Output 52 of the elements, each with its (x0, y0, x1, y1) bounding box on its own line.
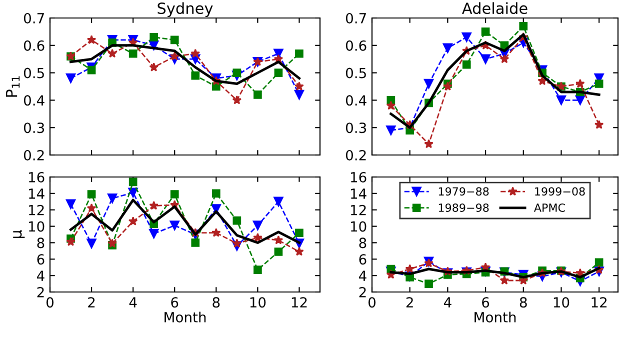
y-tick-label: 6 (37, 254, 44, 265)
y-tick-label: 2 (37, 286, 44, 298)
x-tick-label: 0 (368, 297, 376, 308)
legend-label: 1999−08 (535, 187, 585, 196)
y-tick-label: 0.5 (24, 68, 44, 78)
y-tick-label: 0.7 (346, 12, 366, 24)
y-tick-label: 4 (36, 270, 44, 281)
x-tick-label: 6 (482, 297, 490, 308)
x-tick-label: 12 (592, 297, 607, 308)
legend-label: APMC (534, 204, 565, 212)
y-tick-label: 8 (359, 238, 366, 248)
y-tick-label: 0.2 (346, 150, 366, 160)
x-tick-label: 10 (554, 297, 570, 308)
y-tick-label: 10 (350, 221, 366, 232)
y-tick-label: 14 (28, 188, 44, 199)
y-tick-label: 14 (350, 188, 366, 199)
x-tick-label: 12 (292, 297, 307, 308)
y-tick-label: 0.6 (24, 40, 44, 51)
y-tick-label: 16 (350, 172, 366, 182)
x-tick-label: 4 (129, 297, 137, 308)
x-tick-label: 8 (520, 297, 527, 308)
y-tick-label: 12 (28, 204, 44, 216)
y-tick-label: 0.2 (24, 150, 44, 160)
y-axis-title: P$_{11}$ (6, 76, 20, 97)
x-tick-label: 4 (444, 297, 452, 308)
y-tick-label: 0.4 (24, 95, 44, 106)
y-axis-title: μ (13, 230, 25, 238)
chart-title: Sydney (158, 2, 213, 18)
x-tick-label: 2 (88, 297, 95, 308)
x-tick-label: 0 (46, 297, 54, 308)
y-tick-label: 16 (28, 172, 44, 182)
legend-label: 1979−88 (438, 187, 489, 196)
legend-label: 1989−98 (438, 204, 489, 212)
y-tick-label: 0.3 (24, 122, 44, 134)
y-tick-label: 10 (28, 221, 44, 232)
y-tick-label: 0.5 (346, 68, 366, 78)
y-tick-label: 2 (359, 286, 366, 298)
x-axis-title: Month (164, 312, 206, 322)
x-tick-label: 2 (406, 297, 413, 308)
y-tick-label: 0.6 (346, 40, 366, 51)
y-tick-label: 0.7 (24, 12, 44, 24)
y-tick-label: 0.3 (346, 122, 366, 134)
y-tick-label: 8 (37, 238, 44, 248)
x-tick-label: 6 (171, 297, 178, 308)
y-tick-label: 6 (359, 254, 366, 265)
y-tick-label: 0.4 (346, 95, 366, 106)
x-tick-label: 10 (250, 297, 266, 308)
y-tick-label: 4 (358, 270, 366, 281)
x-axis-title: Month (474, 312, 516, 322)
chart-title: Adelaide (462, 2, 528, 14)
x-tick-label: 8 (212, 297, 220, 308)
y-tick-label: 12 (350, 204, 366, 216)
